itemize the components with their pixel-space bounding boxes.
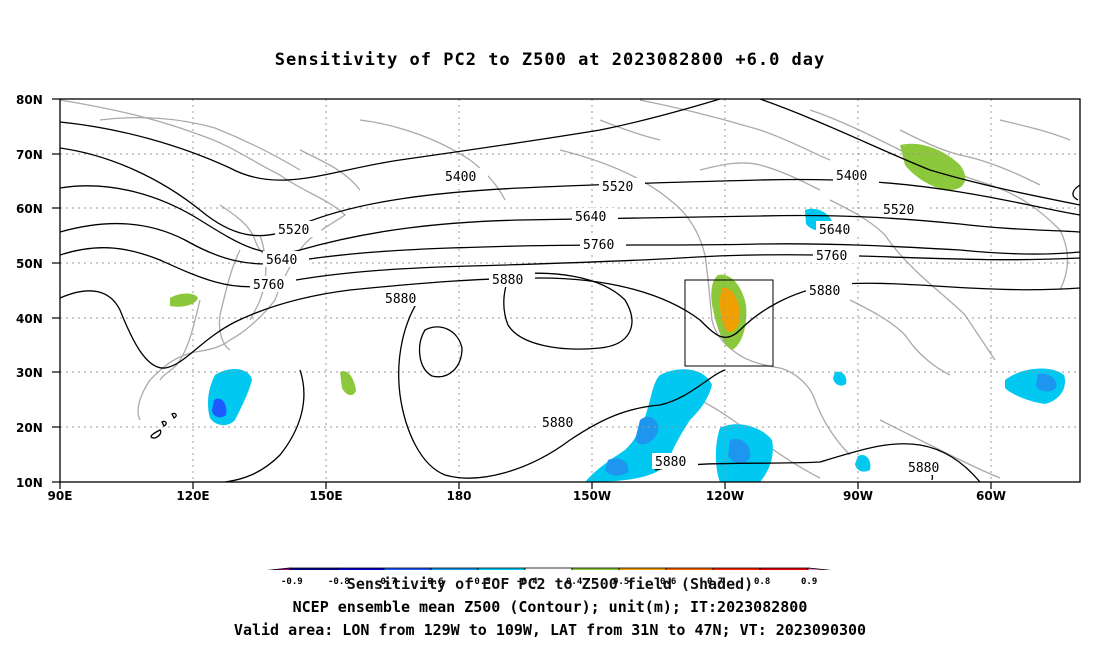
colorbar-swatch — [712, 567, 761, 570]
sensitivity-map: 5400 5400 5520 5520 5520 5640 5640 5640 … — [16, 93, 1081, 570]
colorbar-swatch — [571, 567, 620, 570]
contour-label: 5760 — [253, 278, 284, 293]
lon-label: 120E — [176, 489, 209, 503]
colorbar-swatch — [336, 567, 385, 570]
colorbar-label: -0.7 — [375, 577, 397, 587]
lat-label: 10N — [16, 476, 43, 490]
lat-label: 30N — [16, 366, 43, 380]
colorbar-label: -0.4 — [516, 577, 538, 587]
contour-label: 5880 — [385, 292, 416, 307]
contour-label: 5880 — [492, 273, 523, 288]
map-frame — [59, 98, 1081, 483]
lat-label: 60N — [16, 202, 43, 216]
colorbar-label: 0.4 — [566, 577, 583, 587]
contour-label: 5880 — [809, 284, 840, 299]
colorbar-label: 0.5 — [613, 577, 630, 587]
color-bar — [266, 567, 832, 570]
contour-label: 5760 — [816, 249, 847, 264]
colorbar-label: -0.9 — [281, 577, 303, 587]
lon-label: 90E — [48, 489, 73, 503]
contour-label: 5520 — [278, 223, 309, 238]
contour-label: 5880 — [908, 461, 939, 476]
caption-shaded: Sensitivity of EOF PC2 to Z500 field (Sh… — [346, 575, 754, 593]
caption-contour: NCEP ensemble mean Z500 (Contour); unit(… — [292, 598, 808, 616]
contour-labels: 5400 5400 5520 5520 5520 5640 5640 5640 … — [250, 167, 951, 476]
valid-area-box — [684, 279, 774, 367]
colorbar-swatch — [289, 567, 338, 570]
lon-label: 150E — [309, 489, 342, 503]
lon-label: 90W — [843, 489, 873, 503]
contour-label: 5880 — [542, 416, 573, 431]
lon-label: 60W — [976, 489, 1006, 503]
contour-label: 5760 — [583, 238, 614, 253]
colorbar-label: 0.7 — [707, 577, 724, 587]
colorbar-label: -0.6 — [422, 577, 444, 587]
colorbar-label: 0.9 — [801, 577, 818, 587]
colorbar-labels: -0.9 -0.8 -0.7 -0.6 -0.5 -0.4 0.4 0.5 0.… — [0, 577, 1100, 589]
colorbar-label: 0.6 — [660, 577, 677, 587]
axis-ticks — [52, 98, 992, 489]
sensitivity-shading — [170, 143, 1066, 482]
contour-label: 5400 — [445, 170, 476, 185]
colorbar-swatch — [618, 567, 667, 570]
colorbar-label: -0.5 — [469, 577, 491, 587]
colorbar-left-arrow — [266, 567, 291, 570]
colorbar-right-arrow — [807, 567, 832, 570]
colorbar-swatch — [665, 567, 714, 570]
colorbar-swatch — [759, 567, 809, 570]
contour-label: 5400 — [836, 169, 867, 184]
lon-label: 150W — [573, 489, 611, 503]
lat-label: 80N — [16, 93, 43, 107]
colorbar-label: -0.8 — [328, 577, 350, 587]
lon-label: 180 — [446, 489, 471, 503]
lat-label: 20N — [16, 421, 43, 435]
latitude-labels: 80N 70N 60N 50N 40N 30N 20N 10N — [16, 93, 43, 490]
colorbar-swatch — [524, 567, 573, 570]
colorbar-swatch — [477, 567, 526, 570]
colorbar-label: 0.8 — [754, 577, 771, 587]
contour-label: 5640 — [575, 210, 606, 225]
chart-title: Sensitivity of PC2 to Z500 at 2023082800… — [274, 50, 826, 70]
colorbar-swatch — [383, 567, 432, 570]
colorbar-swatch — [430, 567, 479, 570]
caption-valid-area: Valid area: LON from 129W to 109W, LAT f… — [233, 621, 867, 639]
lat-label: 50N — [16, 257, 43, 271]
contour-label: 5880 — [655, 455, 686, 470]
lon-label: 120W — [706, 489, 744, 503]
contour-label: 5520 — [602, 180, 633, 195]
contour-label: 5640 — [819, 223, 850, 238]
lat-label: 70N — [16, 148, 43, 162]
lat-label: 40N — [16, 312, 43, 326]
contour-label: 5520 — [883, 203, 914, 218]
longitude-labels: 90E 120E 150E 180 150W 120W 90W 60W — [48, 489, 1006, 503]
contour-label: 5640 — [266, 253, 297, 268]
